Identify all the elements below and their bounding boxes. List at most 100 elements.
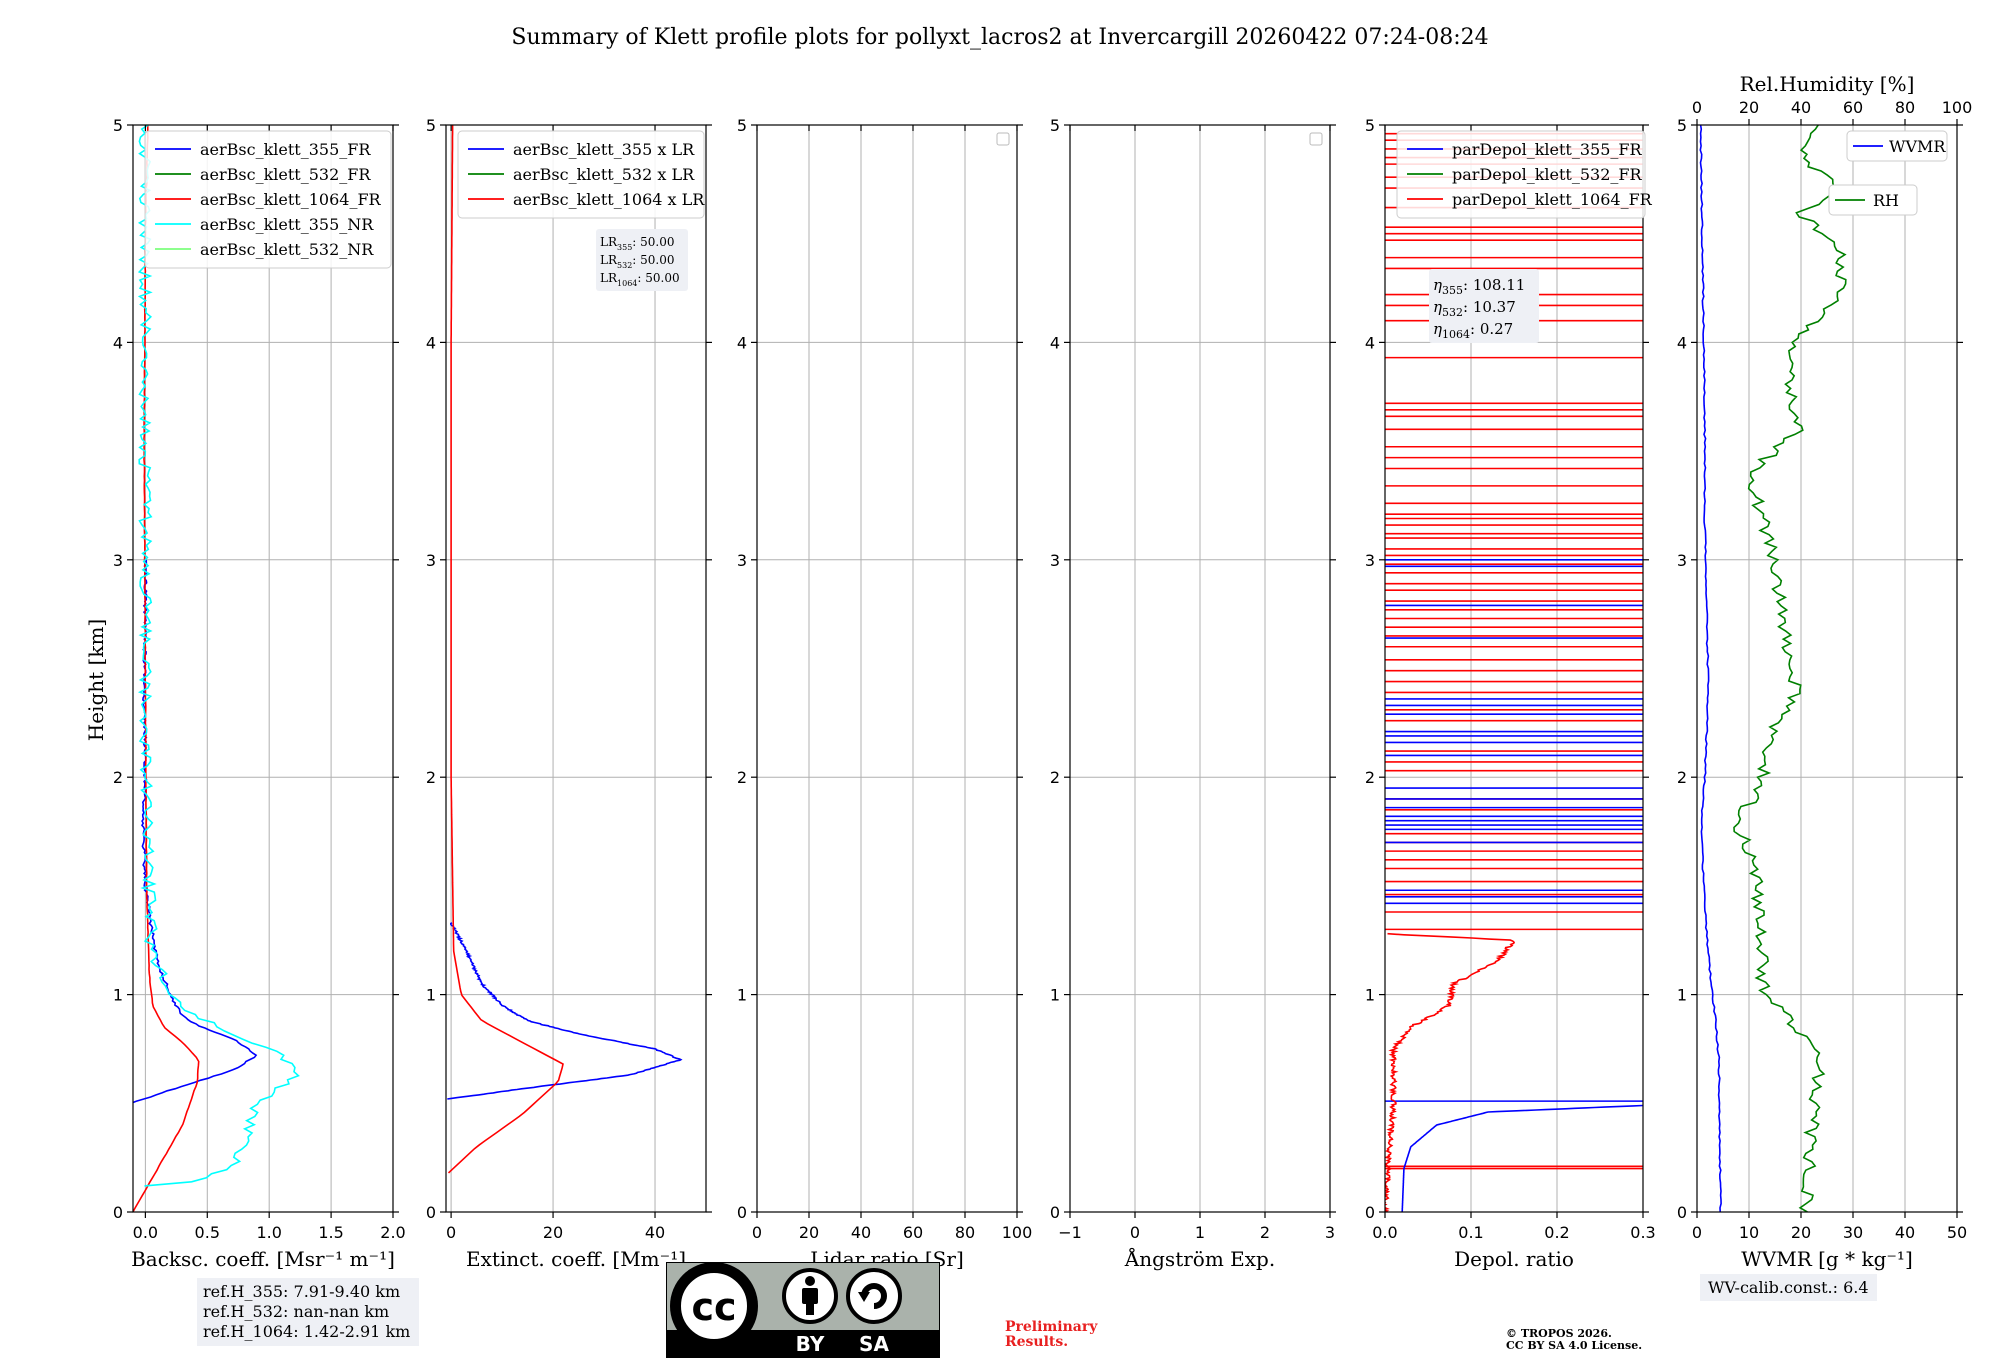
series-aerBsc_klett_355_NR <box>137 125 300 1187</box>
info-main-p2-2: LR <box>600 271 618 285</box>
info-value-p5-1: : 10.37 <box>1463 298 1516 316</box>
info-line-p2-1: LR532: 50.00 <box>600 253 675 270</box>
ytick-label-p6-4: 4 <box>1677 333 1687 352</box>
series-aerBsc_klett_355_FR <box>133 559 258 1104</box>
plot-area-p2 <box>447 125 683 1174</box>
panel-p6: 0 10 20 30 40 50 0 20 40 60 80 100 Rel.Humidity [%] 0… <box>1677 72 1972 1271</box>
wv-calibration-box: WV-calib.const.: 6.4 <box>1700 1274 1877 1301</box>
top-xtick-label-3: 60 <box>1843 98 1863 117</box>
xtick-label-p1-1: 0.5 <box>195 1223 220 1242</box>
series-aerBsc_klett_1064 x LR <box>447 125 564 1174</box>
ref-height-532: ref.H_532: nan-nan km <box>203 1302 390 1321</box>
ytick-label-p2-5: 5 <box>426 116 436 135</box>
info-line-p2-0: LR355: 50.00 <box>600 235 675 252</box>
legend-label-p5-2: parDepol_klett_1064_FR <box>1452 190 1653 209</box>
ytick-label-p4-3: 3 <box>1050 551 1060 570</box>
xtick-label-p3-1: 20 <box>799 1223 819 1242</box>
ytick-label-p1-0: 0 <box>113 1203 123 1222</box>
ytick-label-p5-2: 2 <box>1365 768 1375 787</box>
frame-p5 <box>1384 124 1644 1213</box>
ref-height-355: ref.H_355: 7.91-9.40 km <box>203 1282 401 1301</box>
ytick-label-p4-2: 2 <box>1050 768 1060 787</box>
xtick-label-p4-0: −1 <box>1058 1223 1082 1242</box>
empty-legend-p4 <box>1309 132 1323 146</box>
xtick-label-p3-2: 40 <box>851 1223 871 1242</box>
legend-rh-box <box>1828 184 1918 216</box>
ytick-label-p3-0: 0 <box>737 1203 747 1222</box>
frame-p2 <box>445 124 707 1213</box>
xtick-label-p1-2: 1.0 <box>256 1223 281 1242</box>
legend-label-p1-1: aerBsc_klett_532_FR <box>200 165 371 184</box>
legend-label-p2-1: aerBsc_klett_532 x LR <box>513 165 695 184</box>
cc-by-sa-logo: cc BY SA <box>666 1262 940 1358</box>
xtick-label-p5-1: 0.1 <box>1458 1223 1483 1242</box>
ytick-label-p5-4: 4 <box>1365 333 1375 352</box>
ytick-label-p4-5: 5 <box>1050 116 1060 135</box>
ytick-label-p6-0: 0 <box>1677 1203 1687 1222</box>
top-xtick-label-4: 80 <box>1895 98 1915 117</box>
legend-label-p1-2: aerBsc_klett_1064_FR <box>200 190 382 209</box>
empty-legend-p3 <box>996 132 1010 146</box>
legend-label-p1-0: aerBsc_klett_355_FR <box>200 140 371 159</box>
ytick-label-p1-1: 1 <box>113 986 123 1005</box>
info-line-p5-1: η532: 10.37 <box>1433 298 1516 319</box>
legend-wvmr-label: WVMR <box>1889 137 1946 156</box>
frame-p6 <box>1696 124 1958 1213</box>
xtick-label-p6-0: 0 <box>1692 1223 1702 1242</box>
ytick-label-p5-3: 3 <box>1365 551 1375 570</box>
xtick-label-p2-1: 20 <box>543 1223 563 1242</box>
ytick-label-p6-1: 1 <box>1677 986 1687 1005</box>
ytick-label-p1-2: 2 <box>113 768 123 787</box>
info-main-p5-0: η <box>1433 276 1442 294</box>
xlabel-p2: Extinct. coeff. [Mm⁻¹] <box>466 1247 686 1271</box>
copyright-note: © TROPOS 2026. CC BY SA 4.0 License. <box>1506 1328 1642 1352</box>
xtick-label-p3-5: 100 <box>1002 1223 1033 1242</box>
preliminary-results-note: Preliminary Results. <box>1005 1320 1097 1350</box>
xtick-label-p4-1: 0 <box>1130 1223 1140 1242</box>
ytick-label-p2-1: 1 <box>426 986 436 1005</box>
info-main-p2-1: LR <box>600 253 618 267</box>
xtick-label-p6-1: 10 <box>1739 1223 1759 1242</box>
info-main-p2-0: LR <box>600 235 618 249</box>
ytick-label-p6-2: 2 <box>1677 768 1687 787</box>
ytick-label-p3-2: 2 <box>737 768 747 787</box>
frame-p3 <box>756 124 1018 1213</box>
ytick-label-p5-1: 1 <box>1365 986 1375 1005</box>
info-main-p5-2: η <box>1433 320 1442 338</box>
xtick-label-p1-3: 1.5 <box>318 1223 343 1242</box>
top-xtick-label-0: 0 <box>1692 98 1702 117</box>
ytick-label-p6-5: 5 <box>1677 116 1687 135</box>
info-sub-p2-0: 355 <box>617 243 632 252</box>
frame-p1 <box>132 124 394 1213</box>
ytick-label-p2-4: 4 <box>426 333 436 352</box>
top-xtick-label-2: 40 <box>1791 98 1811 117</box>
info-value-p2-1: : 50.00 <box>632 253 674 267</box>
legend-label-p2-0: aerBsc_klett_355 x LR <box>513 140 695 159</box>
xtick-label-p4-2: 1 <box>1195 1223 1205 1242</box>
info-line-p5-0: η355: 108.11 <box>1433 276 1525 297</box>
xtick-label-p1-4: 2.0 <box>380 1223 405 1242</box>
xtick-label-p5-3: 0.3 <box>1630 1223 1655 1242</box>
figure-title: Summary of Klett profile plots for polly… <box>511 25 1488 50</box>
plot-area-p6 <box>1699 125 1847 1212</box>
legend-label-p5-0: parDepol_klett_355_FR <box>1452 140 1643 159</box>
legend-label-p1-3: aerBsc_klett_355_NR <box>200 215 374 234</box>
xtick-label-p4-3: 2 <box>1260 1223 1270 1242</box>
info-line-p2-2: LR1064: 50.00 <box>600 271 680 288</box>
xtick-label-p3-3: 60 <box>903 1223 923 1242</box>
xlabel-p1: Backsc. coeff. [Msr⁻¹ m⁻¹] <box>131 1247 395 1271</box>
top-axis-label: Rel.Humidity [%] <box>1740 72 1915 96</box>
info-line-p5-2: η1064: 0.27 <box>1433 320 1513 341</box>
xtick-label-p2-0: 0 <box>446 1223 456 1242</box>
ytick-label-p3-3: 3 <box>737 551 747 570</box>
info-sub-p5-0: 355 <box>1442 284 1463 297</box>
ytick-label-p1-4: 4 <box>113 333 123 352</box>
info-value-p5-0: : 108.11 <box>1463 276 1525 294</box>
legend-p1 <box>144 130 392 269</box>
cc-logo-text: cc <box>691 1285 736 1329</box>
ytick-label-p1-5: 5 <box>113 116 123 135</box>
xtick-label-p3-4: 80 <box>955 1223 975 1242</box>
